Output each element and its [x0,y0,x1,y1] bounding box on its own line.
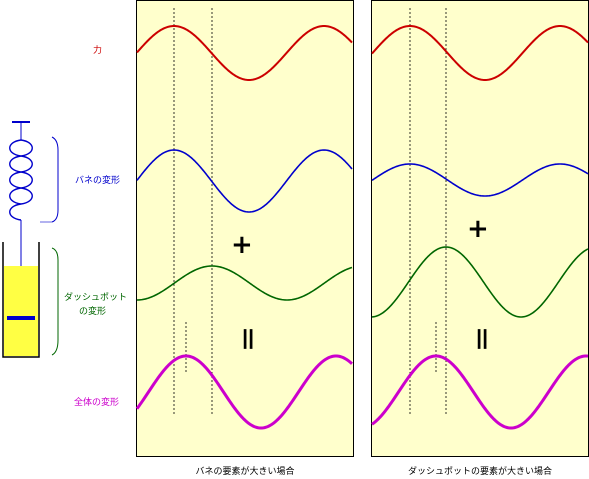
caption-dashpot-dominant: ダッシュポットの要素が大きい場合 [407,467,552,477]
force-wave-right [371,24,589,82]
dashpot-wave-left [136,265,353,301]
spring-brace [51,136,59,223]
dashpot-cylinder [2,242,40,358]
plus-symbol-right: + [467,214,489,244]
dashpot-deformation-label-line2: の変形 [79,307,107,317]
dashpot-deformation-label-line1: ダッシュポット [64,293,128,303]
total-wave-right [371,354,589,430]
total-wave-left [135,354,354,430]
spring-dominant-panel [136,0,354,457]
caption-spring-dominant: バネの要素が大きい場合 [195,467,295,477]
total-deformation-label: 全体の変形 [74,398,120,408]
dashpot-piston [7,316,35,320]
dashpot-wave-right [371,246,589,318]
dashpot-fluid [4,266,38,356]
force-wave-left [136,24,353,82]
plus-symbol-left: + [231,230,253,260]
force-label: 力 [93,46,103,56]
spring-deformation-label: バネの変形 [75,176,121,186]
dashpot-brace [51,247,59,356]
spring-wave-left [136,149,353,213]
spring-wave-right [371,163,589,197]
